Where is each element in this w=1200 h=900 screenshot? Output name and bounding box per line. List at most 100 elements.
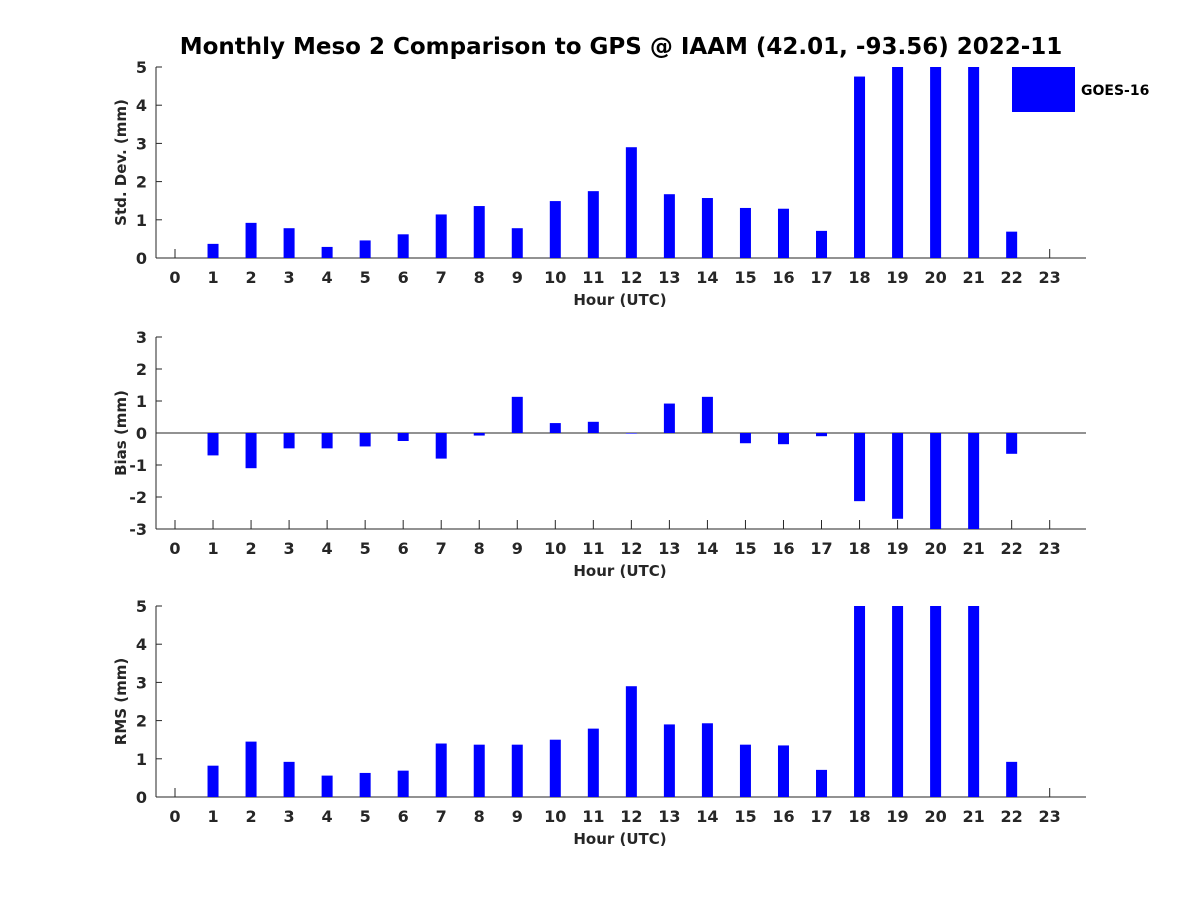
bar-hour-19 (892, 433, 904, 519)
bar-hour-12 (625, 147, 637, 258)
bar-hour-9 (511, 744, 523, 797)
bar-hour-20 (930, 606, 942, 797)
bar-hour-15 (739, 433, 751, 444)
bar-hour-1 (207, 433, 219, 456)
y-axis-label: Std. Dev. (mm) (112, 99, 130, 226)
x-tick-label: 13 (658, 539, 680, 558)
x-tick-label: 15 (734, 807, 756, 826)
x-tick-label: 5 (360, 268, 371, 287)
x-tick-label: 5 (360, 807, 371, 826)
x-tick-label: 9 (512, 268, 523, 287)
bar-hour-19 (892, 67, 904, 258)
y-tick-label: 0 (136, 249, 147, 268)
y-tick-label: 2 (136, 360, 147, 379)
bar-hour-16 (777, 745, 789, 797)
x-tick-label: 4 (322, 539, 333, 558)
bar-hour-11 (587, 421, 599, 433)
x-tick-label: 14 (696, 539, 718, 558)
bar-hour-9 (511, 396, 523, 433)
bar-hour-14 (701, 198, 713, 258)
x-tick-label: 7 (436, 268, 447, 287)
bar-hour-20 (930, 67, 942, 258)
x-axis-label: Hour (UTC) (573, 562, 666, 580)
bar-hour-17 (816, 230, 828, 258)
x-tick-label: 5 (360, 539, 371, 558)
bar-hour-7 (435, 214, 447, 258)
bar-hour-12 (625, 433, 637, 434)
x-tick-label: 19 (886, 807, 908, 826)
x-tick-label: 23 (1039, 807, 1061, 826)
x-tick-label: 2 (245, 807, 256, 826)
x-tick-label: 13 (658, 807, 680, 826)
legend: GOES-16 (1012, 67, 1149, 112)
y-tick-label: 2 (136, 712, 147, 731)
y-tick-label: 5 (136, 597, 147, 616)
bar-hour-2 (245, 433, 257, 469)
y-tick-label: 3 (136, 328, 147, 347)
y-axis-label: Bias (mm) (112, 390, 130, 476)
bar-hour-16 (777, 208, 789, 258)
x-tick-label: 3 (284, 807, 295, 826)
bar-hour-8 (473, 744, 485, 797)
bar-hour-22 (1006, 231, 1018, 258)
x-tick-label: 17 (810, 539, 832, 558)
bar-hour-15 (739, 207, 751, 258)
x-tick-label: 9 (512, 807, 523, 826)
x-tick-label: 8 (474, 807, 485, 826)
y-tick-label: 3 (136, 673, 147, 692)
x-tick-label: 6 (398, 807, 409, 826)
x-tick-label: 10 (544, 268, 566, 287)
bar-hour-22 (1006, 433, 1018, 454)
x-tick-label: 20 (924, 268, 946, 287)
bar-hour-17 (816, 769, 828, 797)
x-tick-label: 23 (1039, 539, 1061, 558)
y-tick-label: 0 (136, 424, 147, 443)
x-tick-label: 11 (582, 807, 604, 826)
x-tick-label: 4 (322, 807, 333, 826)
bar-hour-17 (816, 433, 828, 437)
x-tick-label: 10 (544, 807, 566, 826)
x-tick-label: 10 (544, 539, 566, 558)
x-tick-label: 16 (772, 268, 794, 287)
bar-hour-16 (777, 433, 789, 445)
legend-swatch (1012, 67, 1075, 112)
bar-hour-21 (968, 606, 980, 797)
bar-hour-11 (587, 728, 599, 797)
bar-hour-5 (359, 433, 371, 447)
bar-hour-4 (321, 775, 333, 797)
bar-hour-9 (511, 228, 523, 258)
x-tick-label: 0 (169, 539, 180, 558)
bar-hour-10 (549, 201, 561, 258)
x-tick-label: 11 (582, 268, 604, 287)
x-tick-label: 18 (848, 268, 870, 287)
x-tick-label: 22 (1001, 268, 1023, 287)
y-axis-label: RMS (mm) (112, 658, 130, 745)
bar-hour-12 (625, 686, 637, 797)
x-tick-label: 7 (436, 807, 447, 826)
x-tick-label: 8 (474, 539, 485, 558)
chart-title: Monthly Meso 2 Comparison to GPS @ IAAM … (180, 34, 1063, 60)
x-tick-label: 0 (169, 268, 180, 287)
x-axis-label: Hour (UTC) (573, 291, 666, 309)
bar-hour-7 (435, 743, 447, 797)
bar-hour-3 (283, 433, 295, 449)
bar-hour-18 (854, 606, 866, 797)
bar-hour-14 (701, 723, 713, 797)
bar-hour-13 (663, 194, 675, 258)
x-tick-label: 12 (620, 539, 642, 558)
y-tick-label: 4 (136, 96, 147, 115)
bar-hour-5 (359, 240, 371, 258)
bar-hour-13 (663, 724, 675, 797)
y-tick-label: 2 (136, 173, 147, 192)
bar-hour-14 (701, 396, 713, 433)
bar-hour-20 (930, 433, 942, 529)
x-tick-label: 1 (207, 268, 218, 287)
bar-hour-15 (739, 744, 751, 797)
y-tick-label: 1 (136, 750, 147, 769)
x-tick-label: 15 (734, 539, 756, 558)
x-tick-label: 23 (1039, 268, 1061, 287)
